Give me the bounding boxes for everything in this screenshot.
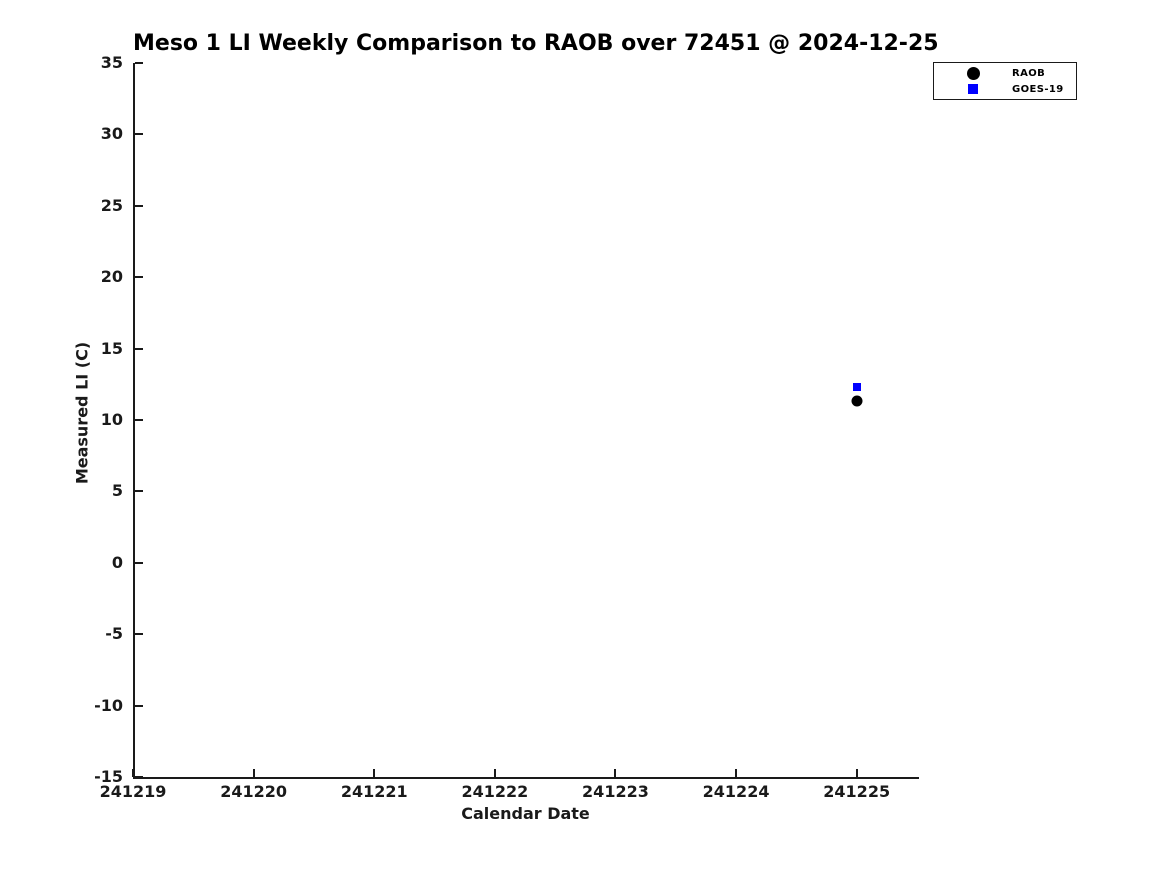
legend-marker-cell: [934, 84, 1012, 94]
y-tick: [135, 133, 143, 136]
legend-label-goes-19: GOES-19: [1012, 83, 1064, 95]
y-tick-label: 15: [100, 338, 123, 358]
y-axis-line: [133, 63, 135, 779]
raob-circle-marker-icon: [966, 66, 980, 80]
y-tick: [135, 776, 143, 778]
goes-19-square-marker-icon: [968, 84, 978, 94]
x-tick: [132, 769, 134, 777]
data-point-goes-19: [852, 383, 861, 392]
y-tick: [135, 419, 143, 421]
x-tick: [614, 769, 617, 777]
x-axis-label: Calendar Date: [461, 804, 590, 823]
y-tick-label: 20: [100, 267, 123, 287]
x-tick: [252, 769, 255, 777]
legend: RAOB GOES-19: [933, 62, 1077, 100]
y-tick: [135, 62, 143, 64]
x-tick-label: 241224: [702, 782, 770, 801]
x-tick: [373, 769, 376, 777]
x-tick-label: 241219: [99, 782, 167, 801]
x-tick-label: 241222: [461, 782, 529, 801]
data-point-raob: [851, 395, 863, 407]
legend-entry-goes-19: GOES-19: [934, 81, 1076, 97]
y-tick-label: 30: [100, 124, 123, 144]
y-tick: [135, 561, 143, 564]
legend-marker-cell: [934, 66, 1012, 80]
y-tick-label: -10: [94, 695, 123, 715]
legend-entry-raob: RAOB: [934, 65, 1076, 81]
x-tick: [735, 769, 738, 777]
y-tick: [135, 276, 143, 279]
y-tick: [135, 633, 143, 636]
x-tick: [855, 769, 858, 777]
y-tick-label: 25: [100, 195, 123, 215]
y-tick-label: -5: [105, 624, 123, 644]
x-tick-label: 241221: [340, 782, 408, 801]
y-tick-label: 10: [100, 410, 123, 429]
plot-area: 35 30 25 20 15 10 5 0 -5 -10 -15 241219 241220 241221…: [94, 53, 917, 801]
x-tick-label: 241220: [220, 782, 287, 801]
y-tick-label: 5: [111, 481, 123, 501]
y-tick-label: -15: [94, 767, 123, 786]
x-tick-label: 241223: [582, 782, 649, 801]
y-tick: [135, 204, 143, 207]
chart-title: Meso 1 LI Weekly Comparison to RAOB over…: [133, 31, 939, 56]
x-tick-label: 241225: [823, 782, 891, 801]
legend-label-raob: RAOB: [1012, 67, 1046, 79]
x-axis-line: [133, 777, 919, 779]
y-tick-label: 35: [100, 53, 123, 72]
y-tick-label: 0: [111, 552, 123, 572]
y-tick: [135, 490, 143, 493]
x-tick: [493, 769, 496, 777]
y-tick: [135, 704, 143, 707]
y-tick: [135, 347, 143, 350]
